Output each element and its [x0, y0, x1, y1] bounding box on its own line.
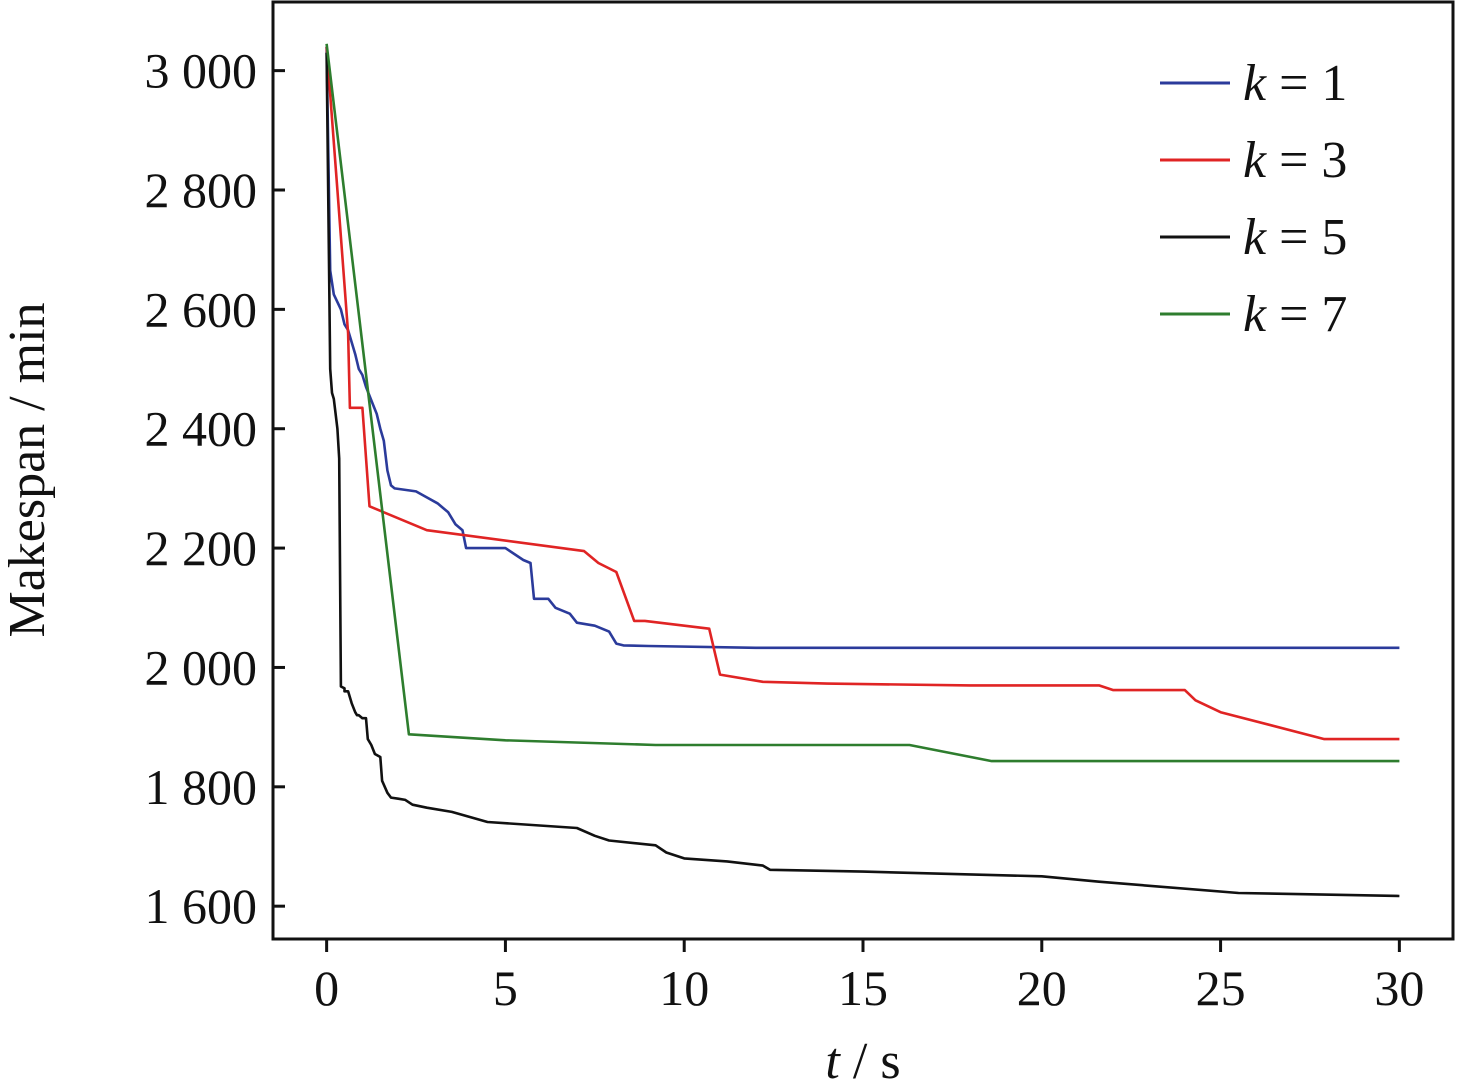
legend-label-variable: k [1243, 55, 1267, 112]
x-tick-label: 10 [659, 960, 709, 1016]
legend-label-value: = 1 [1266, 55, 1347, 112]
x-tick-label: 15 [838, 960, 888, 1016]
x-tick-label: 25 [1196, 960, 1246, 1016]
legend-label-variable: k [1243, 209, 1267, 266]
plot-lines [325, 43, 1400, 898]
x-axis-label-variable: t [825, 1033, 841, 1083]
x-axis-label: t / s [825, 1033, 900, 1083]
legend-label: k = 1 [1243, 55, 1347, 112]
x-tick-label: 5 [493, 960, 518, 1016]
x-tick-label: 30 [1374, 960, 1424, 1016]
series-line-k7 [325, 43, 1400, 763]
legend: k = 1k = 3k = 5k = 7 [1160, 55, 1347, 343]
series-line-k3 [325, 46, 1400, 741]
legend-label-value: = 3 [1266, 132, 1347, 189]
legend-label-variable: k [1243, 286, 1267, 343]
legend-label-variable: k [1243, 132, 1267, 189]
legend-label: k = 3 [1243, 132, 1347, 189]
y-tick-label: 2 400 [145, 401, 258, 457]
y-tick-label: 1 600 [145, 878, 258, 934]
y-tick-label: 1 800 [145, 759, 258, 815]
legend-label: k = 5 [1243, 209, 1347, 266]
y-tick-label: 2 600 [145, 281, 258, 337]
y-axis-label: Makespan / min [0, 302, 56, 637]
x-tick-label: 20 [1017, 960, 1067, 1016]
x-tick-label: 0 [314, 960, 339, 1016]
legend-label-value: = 7 [1266, 286, 1347, 343]
legend-label-value: = 5 [1266, 209, 1347, 266]
series-line-k5 [325, 52, 1400, 898]
y-tick-label: 2 200 [145, 520, 258, 576]
y-tick-label: 2 800 [145, 162, 258, 218]
y-axis-ticks: 1 600 1 800 2 000 2 200 2 400 2 600 2 800 3 000 [145, 43, 285, 934]
x-axis-label-unit: / s [840, 1033, 901, 1083]
y-tick-label: 2 000 [145, 639, 258, 695]
legend-label: k = 7 [1243, 286, 1347, 343]
y-tick-label: 3 000 [145, 43, 258, 99]
x-axis-ticks: 0 5 10 15 20 25 30 [314, 939, 1424, 1016]
series-line-k1 [325, 46, 1400, 650]
